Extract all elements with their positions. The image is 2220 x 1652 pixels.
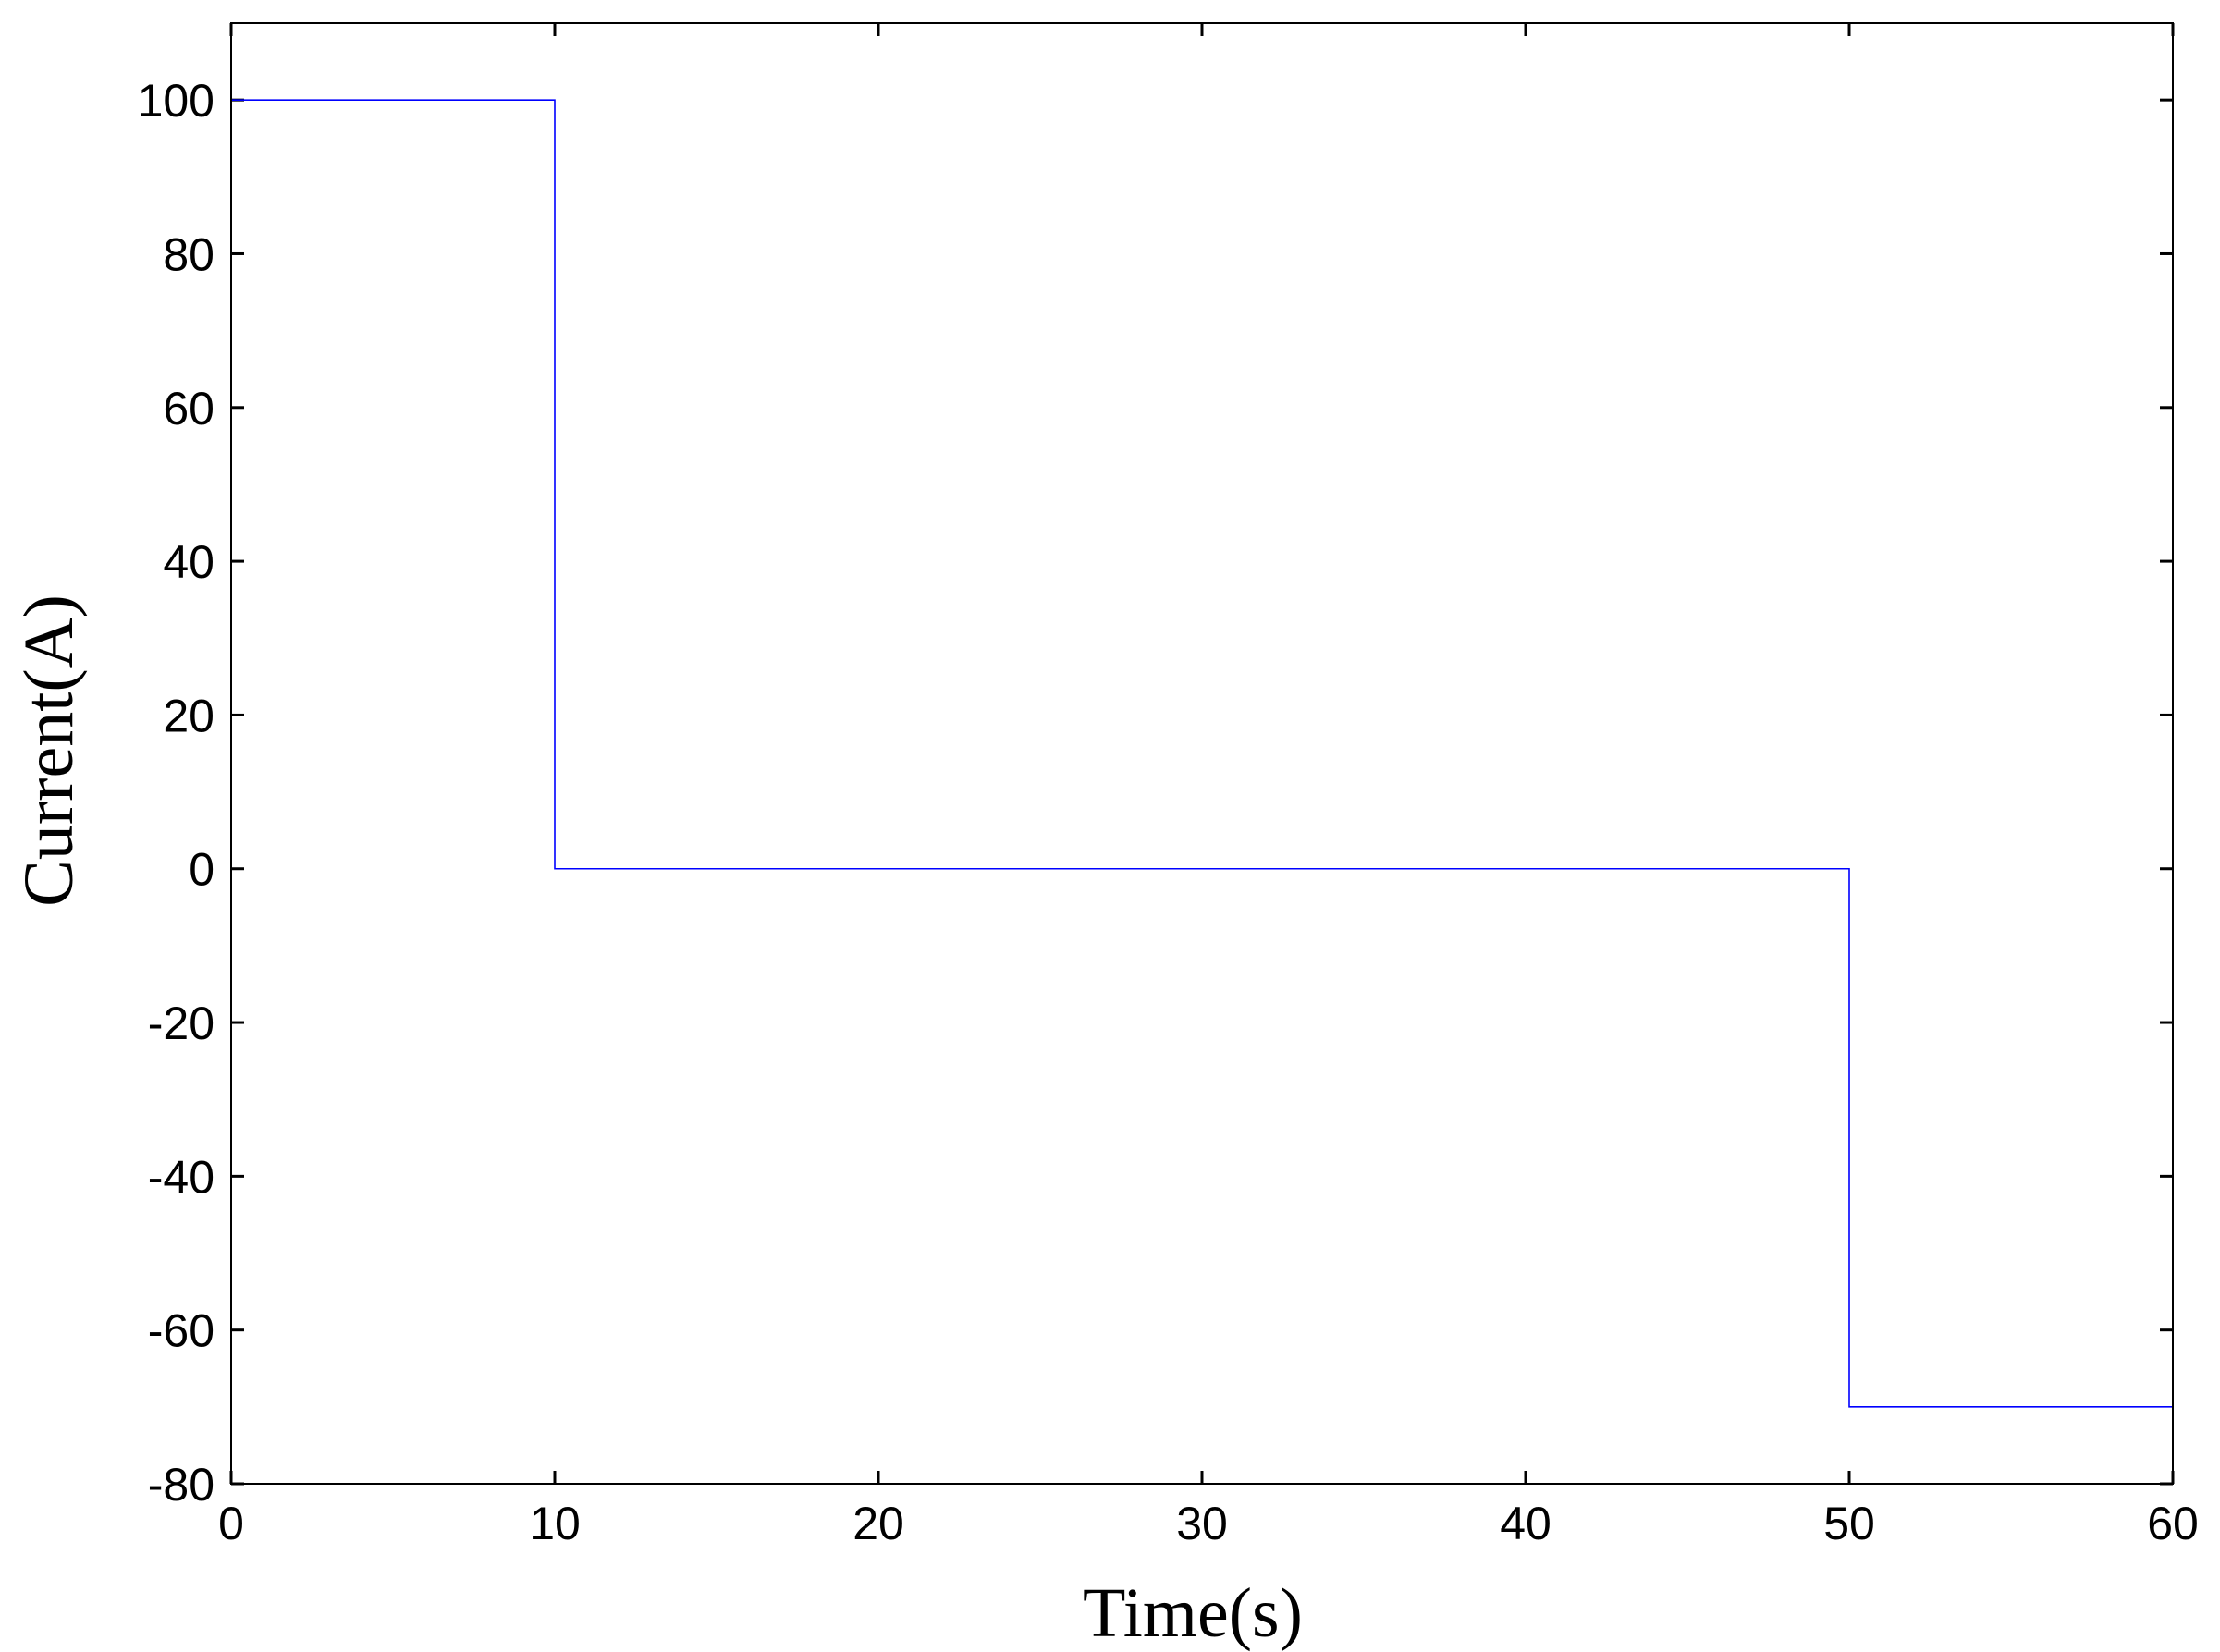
- plot-frame: [230, 22, 2174, 1485]
- y-tick-label: 60: [163, 383, 215, 434]
- y-tick-label: -20: [148, 997, 215, 1049]
- x-tick-label: 30: [1176, 1498, 1228, 1549]
- x-tick-label: 50: [1823, 1498, 1875, 1549]
- labels-layer: 0 10 20 30 40 50 60 -80 -60 -40 -20 0 20 40 60 80 100: [138, 75, 2199, 1549]
- y-tick-label: -40: [148, 1151, 215, 1203]
- y-tick-label: 0: [189, 844, 215, 896]
- series-line: [231, 99, 2173, 1408]
- series-layer: [231, 99, 2173, 1408]
- x-tick-label: 60: [2147, 1498, 2199, 1549]
- y-tick-label: 100: [138, 75, 215, 127]
- x-tick-label: 10: [529, 1498, 581, 1549]
- x-tick-label: 0: [218, 1498, 244, 1549]
- y-tick-label: 80: [163, 228, 215, 280]
- y-tick-label: 20: [163, 690, 215, 741]
- y-tick-label: -80: [148, 1459, 215, 1511]
- x-tick-label: 20: [852, 1498, 904, 1549]
- x-axis-label: Time(s): [1083, 1574, 1303, 1652]
- y-tick-label: -60: [148, 1305, 215, 1357]
- y-tick-label: 40: [163, 536, 215, 588]
- y-axis-label: Current(A): [10, 594, 88, 907]
- x-tick-label: 40: [1500, 1498, 1552, 1549]
